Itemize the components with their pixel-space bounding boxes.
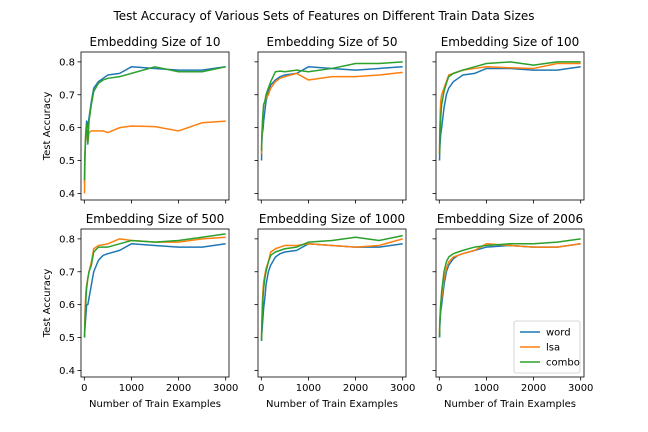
x-axis-label: Number of Train Examples	[444, 399, 576, 410]
axes-frame	[257, 51, 407, 201]
subplot-title: Embedding Size of 500	[86, 212, 225, 226]
subplot-title: Embedding Size of 2006	[437, 212, 583, 226]
y-axis-label: Test Accuracy	[42, 269, 53, 339]
x-tick-label: 2000	[166, 383, 191, 394]
series-line-combo	[260, 61, 403, 151]
x-axis-label: Number of Train Examples	[89, 399, 221, 410]
x-tick-label: 2000	[521, 383, 546, 394]
x-tick-label: 1000	[296, 383, 321, 394]
subplot-6: Embedding Size of 2006 0 1000 2000 3000 Numbe…	[432, 212, 593, 410]
subplot-4: Embedding Size of 500 0 1000 2000 3000 0.4 0.5…	[42, 212, 238, 410]
x-tick-label: 1000	[119, 383, 144, 394]
axes-frame	[257, 228, 407, 378]
x-tick-label: 3000	[390, 383, 415, 394]
series-line-lsa	[438, 62, 581, 154]
series-group	[438, 238, 581, 338]
y-tick-label: 0.8	[59, 57, 75, 68]
series-group	[83, 66, 226, 194]
x-tick-label: 3000	[213, 383, 238, 394]
legend-frame	[513, 320, 581, 374]
series-group	[260, 234, 403, 341]
legend: word lsa combo	[513, 320, 581, 374]
subplots: Embedding Size of 10 0.4 0.5 0.6 0.7 0.8 Test …	[42, 35, 593, 410]
legend-label-word: word	[546, 328, 571, 339]
legend-label-lsa: lsa	[546, 343, 560, 354]
x-tick-label: 2000	[343, 383, 368, 394]
series-group	[438, 61, 581, 161]
series-line-combo	[83, 233, 226, 338]
legend-label-combo: combo	[546, 358, 580, 369]
axes-frame	[80, 51, 230, 201]
y-tick-label: 0.8	[59, 234, 75, 245]
series-line-combo	[438, 61, 581, 154]
subplot-title: Embedding Size of 50	[267, 35, 398, 49]
y-tick-label: 0.6	[59, 300, 75, 311]
x-tick-label: 3000	[568, 383, 593, 394]
series-group	[83, 233, 226, 338]
axes-frame	[435, 228, 585, 378]
y-tick-label: 0.4	[59, 366, 75, 377]
subplot-3: Embedding Size of 100	[432, 35, 585, 204]
subplot-1: Embedding Size of 10 0.4 0.5 0.6 0.7 0.8 Test …	[42, 35, 230, 204]
series-group	[260, 61, 403, 161]
y-tick-label: 0.6	[59, 123, 75, 134]
y-tick-label: 0.7	[59, 267, 75, 278]
figure-title: Test Accuracy of Various Sets of Feature…	[112, 9, 534, 23]
subplot-2: Embedding Size of 50	[254, 35, 407, 204]
x-axis-label: Number of Train Examples	[266, 399, 398, 410]
subplot-5: Embedding Size of 1000 0 1000 2000 3000 Numbe…	[254, 212, 415, 410]
series-line-combo	[438, 238, 581, 338]
axes-frame	[435, 51, 585, 201]
x-tick-label: 0	[258, 383, 264, 394]
axes-frame	[80, 228, 230, 378]
x-tick-label: 1000	[474, 383, 499, 394]
y-axis-label: Test Accuracy	[42, 92, 53, 162]
series-line-combo	[260, 234, 403, 341]
y-tick-label: 0.7	[59, 90, 75, 101]
y-tick-label: 0.5	[59, 156, 75, 167]
y-tick-label: 0.5	[59, 333, 75, 344]
subplot-title: Embedding Size of 1000	[259, 212, 405, 226]
y-tick-label: 0.4	[59, 189, 75, 200]
subplot-title: Embedding Size of 100	[441, 35, 580, 49]
series-line-combo	[83, 66, 226, 181]
x-tick-label: 0	[436, 383, 442, 394]
subplot-title: Embedding Size of 10	[90, 35, 221, 49]
x-tick-label: 0	[81, 383, 87, 394]
